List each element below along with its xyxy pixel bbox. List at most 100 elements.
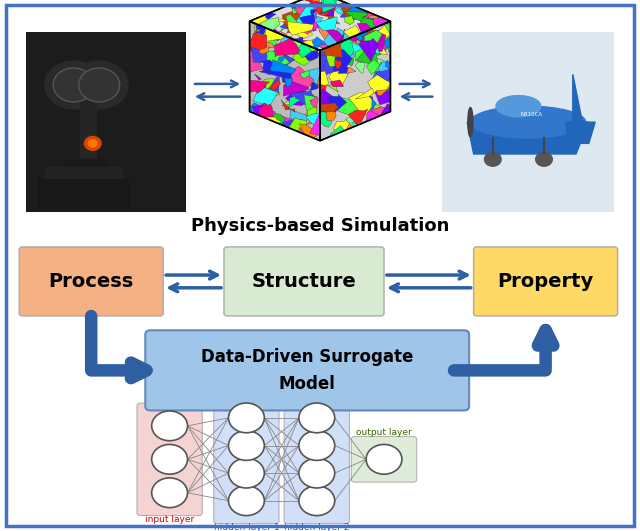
- Bar: [67, 159, 107, 186]
- Polygon shape: [362, 30, 386, 54]
- Polygon shape: [310, 10, 317, 16]
- Polygon shape: [365, 42, 376, 53]
- Polygon shape: [321, 93, 343, 106]
- Text: hidden layer 1: hidden layer 1: [214, 523, 279, 531]
- Polygon shape: [381, 126, 398, 140]
- Polygon shape: [342, 38, 364, 61]
- Polygon shape: [255, 22, 278, 42]
- Polygon shape: [300, 14, 315, 27]
- Polygon shape: [351, 19, 366, 32]
- Polygon shape: [339, 28, 349, 35]
- Polygon shape: [291, 0, 296, 8]
- Polygon shape: [355, 11, 366, 20]
- Circle shape: [228, 458, 264, 488]
- Bar: [45, 167, 122, 178]
- Polygon shape: [284, 66, 314, 87]
- Polygon shape: [252, 123, 259, 130]
- Polygon shape: [244, 40, 268, 57]
- Polygon shape: [284, 118, 307, 139]
- Polygon shape: [284, 21, 303, 28]
- Polygon shape: [343, 25, 360, 37]
- Polygon shape: [271, 19, 288, 22]
- Polygon shape: [303, 23, 326, 38]
- Polygon shape: [311, 76, 330, 87]
- Polygon shape: [285, 126, 306, 142]
- Circle shape: [53, 68, 94, 102]
- Ellipse shape: [468, 107, 473, 137]
- Polygon shape: [255, 74, 261, 80]
- Polygon shape: [311, 28, 323, 37]
- Polygon shape: [358, 38, 379, 61]
- Polygon shape: [347, 67, 356, 73]
- Polygon shape: [282, 99, 294, 106]
- Polygon shape: [369, 0, 383, 8]
- Polygon shape: [276, 123, 289, 140]
- Polygon shape: [260, 18, 280, 34]
- Polygon shape: [312, 37, 326, 48]
- Circle shape: [299, 458, 335, 488]
- Polygon shape: [298, 37, 301, 44]
- FancyBboxPatch shape: [145, 330, 469, 410]
- Polygon shape: [298, 16, 317, 35]
- Polygon shape: [285, 90, 312, 106]
- Polygon shape: [321, 20, 333, 36]
- Polygon shape: [353, 124, 379, 135]
- Polygon shape: [573, 74, 582, 122]
- Circle shape: [228, 403, 264, 433]
- Polygon shape: [318, 63, 333, 69]
- Polygon shape: [284, 75, 309, 96]
- Polygon shape: [351, 131, 378, 142]
- Polygon shape: [265, 25, 284, 41]
- Polygon shape: [325, 108, 336, 121]
- Polygon shape: [314, 81, 327, 96]
- Polygon shape: [364, 23, 376, 32]
- Polygon shape: [339, 0, 365, 21]
- Polygon shape: [384, 37, 392, 48]
- Polygon shape: [345, 12, 368, 21]
- Polygon shape: [258, 112, 285, 132]
- Polygon shape: [380, 39, 386, 47]
- Polygon shape: [259, 45, 270, 54]
- Polygon shape: [296, 44, 312, 58]
- Polygon shape: [268, 80, 280, 91]
- Circle shape: [70, 61, 128, 109]
- Text: output layer: output layer: [356, 429, 412, 437]
- Polygon shape: [278, 56, 286, 62]
- Polygon shape: [311, 30, 323, 37]
- Circle shape: [228, 486, 264, 516]
- Ellipse shape: [496, 96, 541, 117]
- Polygon shape: [370, 41, 385, 54]
- Polygon shape: [360, 0, 369, 1]
- Polygon shape: [372, 82, 397, 105]
- Polygon shape: [339, 35, 358, 47]
- Polygon shape: [385, 60, 392, 70]
- Polygon shape: [259, 125, 280, 139]
- Polygon shape: [314, 48, 341, 62]
- FancyBboxPatch shape: [442, 32, 614, 212]
- Polygon shape: [296, 128, 309, 142]
- Polygon shape: [467, 122, 589, 154]
- Bar: [80, 96, 96, 165]
- Polygon shape: [367, 15, 380, 28]
- Polygon shape: [387, 40, 399, 53]
- Polygon shape: [324, 49, 337, 67]
- Text: Process: Process: [49, 272, 134, 291]
- Polygon shape: [329, 31, 339, 42]
- Ellipse shape: [470, 106, 586, 138]
- Polygon shape: [371, 56, 393, 72]
- Polygon shape: [297, 29, 301, 42]
- Text: hidden layer 2: hidden layer 2: [284, 523, 349, 531]
- Circle shape: [79, 68, 120, 102]
- Polygon shape: [315, 89, 339, 108]
- Circle shape: [366, 444, 402, 474]
- Polygon shape: [325, 29, 344, 46]
- Polygon shape: [319, 7, 335, 14]
- Polygon shape: [289, 15, 310, 33]
- Circle shape: [84, 136, 101, 150]
- Polygon shape: [351, 35, 360, 42]
- Polygon shape: [379, 104, 395, 119]
- Polygon shape: [315, 71, 329, 85]
- Polygon shape: [351, 122, 364, 132]
- Polygon shape: [352, 0, 360, 4]
- Polygon shape: [281, 116, 300, 131]
